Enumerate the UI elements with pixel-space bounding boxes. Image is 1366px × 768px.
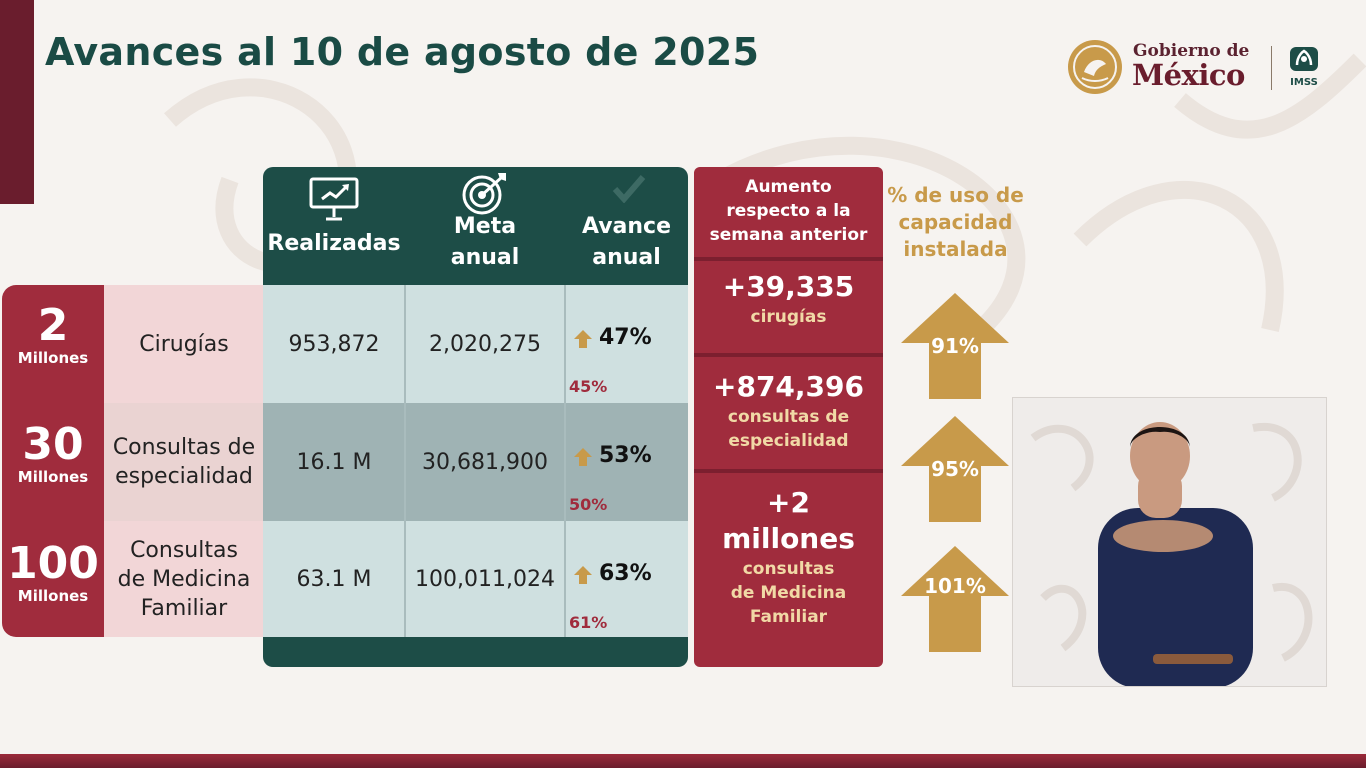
capacity-value-especialidad: 95% bbox=[931, 457, 979, 481]
weekly-increase-panel: Aumento respecto a la semana anterior +3… bbox=[694, 167, 883, 667]
government-logos: Gobierno de México IMSS bbox=[1066, 38, 1336, 98]
cell-realizadas: 953,872 bbox=[288, 331, 380, 357]
panel-divider bbox=[694, 353, 883, 357]
increase-cirugias: +39,335 cirugías bbox=[694, 269, 883, 329]
goal-number: 100 bbox=[7, 538, 99, 589]
checkmark-icon bbox=[612, 175, 646, 203]
goal-total-cirugias: 2 Millones bbox=[2, 300, 104, 368]
gobierno-label: Gobierno de bbox=[1133, 41, 1250, 61]
header-meta-line1: Meta bbox=[453, 214, 517, 239]
label-text: Cirugías bbox=[139, 331, 229, 357]
increase-value: +39,335 bbox=[722, 270, 855, 303]
table-row-cirugias: 953,872 2,020,275 47% 45% bbox=[263, 285, 688, 403]
national-seal-icon bbox=[1068, 40, 1122, 94]
imss-logo-icon: IMSS bbox=[1290, 47, 1318, 88]
panel-divider bbox=[694, 469, 883, 473]
column-divider bbox=[564, 285, 566, 637]
increase-especialidad: +874,396 consultas de especialidad bbox=[694, 369, 883, 453]
capacity-up-arrow-icon bbox=[901, 416, 1009, 522]
cell-realizadas: 16.1 M bbox=[296, 449, 372, 475]
increase-desc: cirugías bbox=[750, 307, 827, 327]
header-meta: Meta anual bbox=[405, 167, 565, 285]
panel-divider bbox=[694, 257, 883, 261]
row-label-medicina-familiar: Consultas de Medicina Familiar bbox=[104, 521, 264, 637]
capacity-header: % de uso de capacidad instalada bbox=[887, 183, 1024, 261]
label-text: Consultas de Medicina Familiar bbox=[117, 537, 251, 621]
imss-text: IMSS bbox=[1290, 77, 1318, 88]
cell-avance-previous: 45% bbox=[569, 377, 608, 396]
interpreter-figure bbox=[1030, 422, 1313, 686]
capacity-value-medicina-familiar: 101% bbox=[924, 574, 986, 598]
header-meta-line2: anual bbox=[450, 245, 520, 270]
presentation-chart-icon bbox=[309, 177, 359, 221]
goal-total-especialidad: 30 Millones bbox=[2, 419, 104, 487]
row-label-cirugias: Cirugías bbox=[104, 285, 264, 403]
service-labels-column: Cirugías Consultas de especialidad Consul… bbox=[104, 285, 264, 637]
mexico-label: México bbox=[1132, 58, 1245, 92]
goal-unit: Millones bbox=[17, 468, 89, 486]
cell-meta: 100,011,024 bbox=[415, 566, 555, 592]
goal-totals-column: 2 Millones 30 Millones 100 Millones bbox=[2, 285, 104, 637]
label-text: Consultas de especialidad bbox=[112, 435, 256, 489]
progress-table: Realizadas Meta anual Avance anual 953,8… bbox=[263, 167, 688, 667]
bottom-accent-bar bbox=[0, 754, 1366, 768]
capacity-up-arrow-icon bbox=[901, 293, 1009, 399]
goal-unit: Millones bbox=[17, 587, 89, 605]
capacity-up-arrow-icon bbox=[901, 546, 1009, 652]
cell-avance-previous: 50% bbox=[569, 495, 608, 514]
row-label-especialidad: Consultas de especialidad bbox=[104, 403, 264, 521]
increase-desc: consultas de especialidad bbox=[727, 407, 850, 451]
increase-medicina-familiar: +2 millones consultas de Medicina Familiar bbox=[694, 485, 883, 629]
header-realizadas: Realizadas bbox=[263, 167, 405, 285]
cell-meta: 2,020,275 bbox=[429, 331, 541, 357]
cell-avance-previous: 61% bbox=[569, 613, 608, 632]
goal-total-medicina-familiar: 100 Millones bbox=[2, 538, 104, 606]
up-arrow-icon bbox=[574, 448, 592, 466]
page-title: Avances al 10 de agosto de 2025 bbox=[45, 30, 760, 74]
cell-avance: 53% bbox=[599, 443, 652, 468]
table-row-especialidad: 16.1 M 30,681,900 53% 50% bbox=[263, 403, 688, 521]
header-avance: Avance anual bbox=[565, 167, 688, 285]
capacity-value-cirugias: 91% bbox=[931, 334, 979, 358]
up-arrow-icon bbox=[574, 330, 592, 348]
cell-avance: 47% bbox=[599, 325, 652, 350]
up-arrow-icon bbox=[574, 566, 592, 584]
header-avance-line1: Avance bbox=[581, 214, 672, 239]
left-accent-bar bbox=[0, 0, 34, 204]
goal-number: 2 bbox=[37, 300, 69, 351]
goal-unit: Millones bbox=[17, 349, 89, 367]
cell-meta: 30,681,900 bbox=[422, 449, 548, 475]
table-row-medicina-familiar: 63.1 M 100,011,024 63% 61% bbox=[263, 521, 688, 637]
cell-avance: 63% bbox=[599, 561, 652, 586]
goal-number: 30 bbox=[22, 419, 84, 470]
increase-header: Aumento respecto a la semana anterior bbox=[709, 177, 868, 245]
target-icon bbox=[462, 173, 506, 215]
increase-desc: consultas de Medicina Familiar bbox=[730, 559, 847, 627]
header-realizadas-label: Realizadas bbox=[267, 231, 401, 256]
sign-language-interpreter-video bbox=[1012, 397, 1327, 687]
logo-divider bbox=[1271, 46, 1272, 90]
header-avance-line2: anual bbox=[592, 245, 661, 270]
increase-value: +2 millones bbox=[722, 486, 855, 555]
cell-realizadas: 63.1 M bbox=[296, 566, 372, 592]
increase-value: +874,396 bbox=[713, 370, 864, 403]
column-divider bbox=[404, 285, 406, 637]
